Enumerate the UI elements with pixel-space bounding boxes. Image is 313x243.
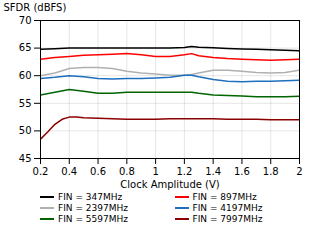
svg-text:SFDR (dBFS): SFDR (dBFS) (4, 2, 67, 13)
html-text:FIN = 2397MHz: FIN = 2397MHz (58, 203, 128, 213)
svg-text:1.4: 1.4 (205, 166, 221, 177)
html-text:FIN = 347MHz: FIN = 347MHz (58, 192, 123, 202)
svg-text:0.4: 0.4 (61, 166, 77, 177)
svg-text:45: 45 (19, 153, 32, 164)
svg-text:Clock Amplitude (V): Clock Amplitude (V) (120, 179, 220, 190)
svg-text:0.6: 0.6 (90, 166, 106, 177)
html-text:FIN = 897MHz: FIN = 897MHz (192, 192, 257, 202)
svg-text:1: 1 (152, 166, 158, 177)
svg-text:1.8: 1.8 (263, 166, 279, 177)
html-text:FIN = 5597MHz: FIN = 5597MHz (58, 214, 128, 224)
html-text:FIN = 4197MHz: FIN = 4197MHz (192, 203, 263, 213)
svg-text:60: 60 (19, 70, 32, 81)
svg-text:55: 55 (19, 98, 32, 109)
svg-text:2: 2 (296, 166, 302, 177)
html-text:FIN = 7997MHz: FIN = 7997MHz (192, 214, 263, 224)
svg-text:70: 70 (19, 15, 32, 26)
svg-text:50: 50 (19, 125, 32, 136)
svg-text:1.2: 1.2 (176, 166, 192, 177)
svg-text:65: 65 (19, 42, 32, 53)
svg-text:0.2: 0.2 (33, 166, 49, 177)
svg-text:1.6: 1.6 (234, 166, 250, 177)
svg-text:0.8: 0.8 (119, 166, 135, 177)
